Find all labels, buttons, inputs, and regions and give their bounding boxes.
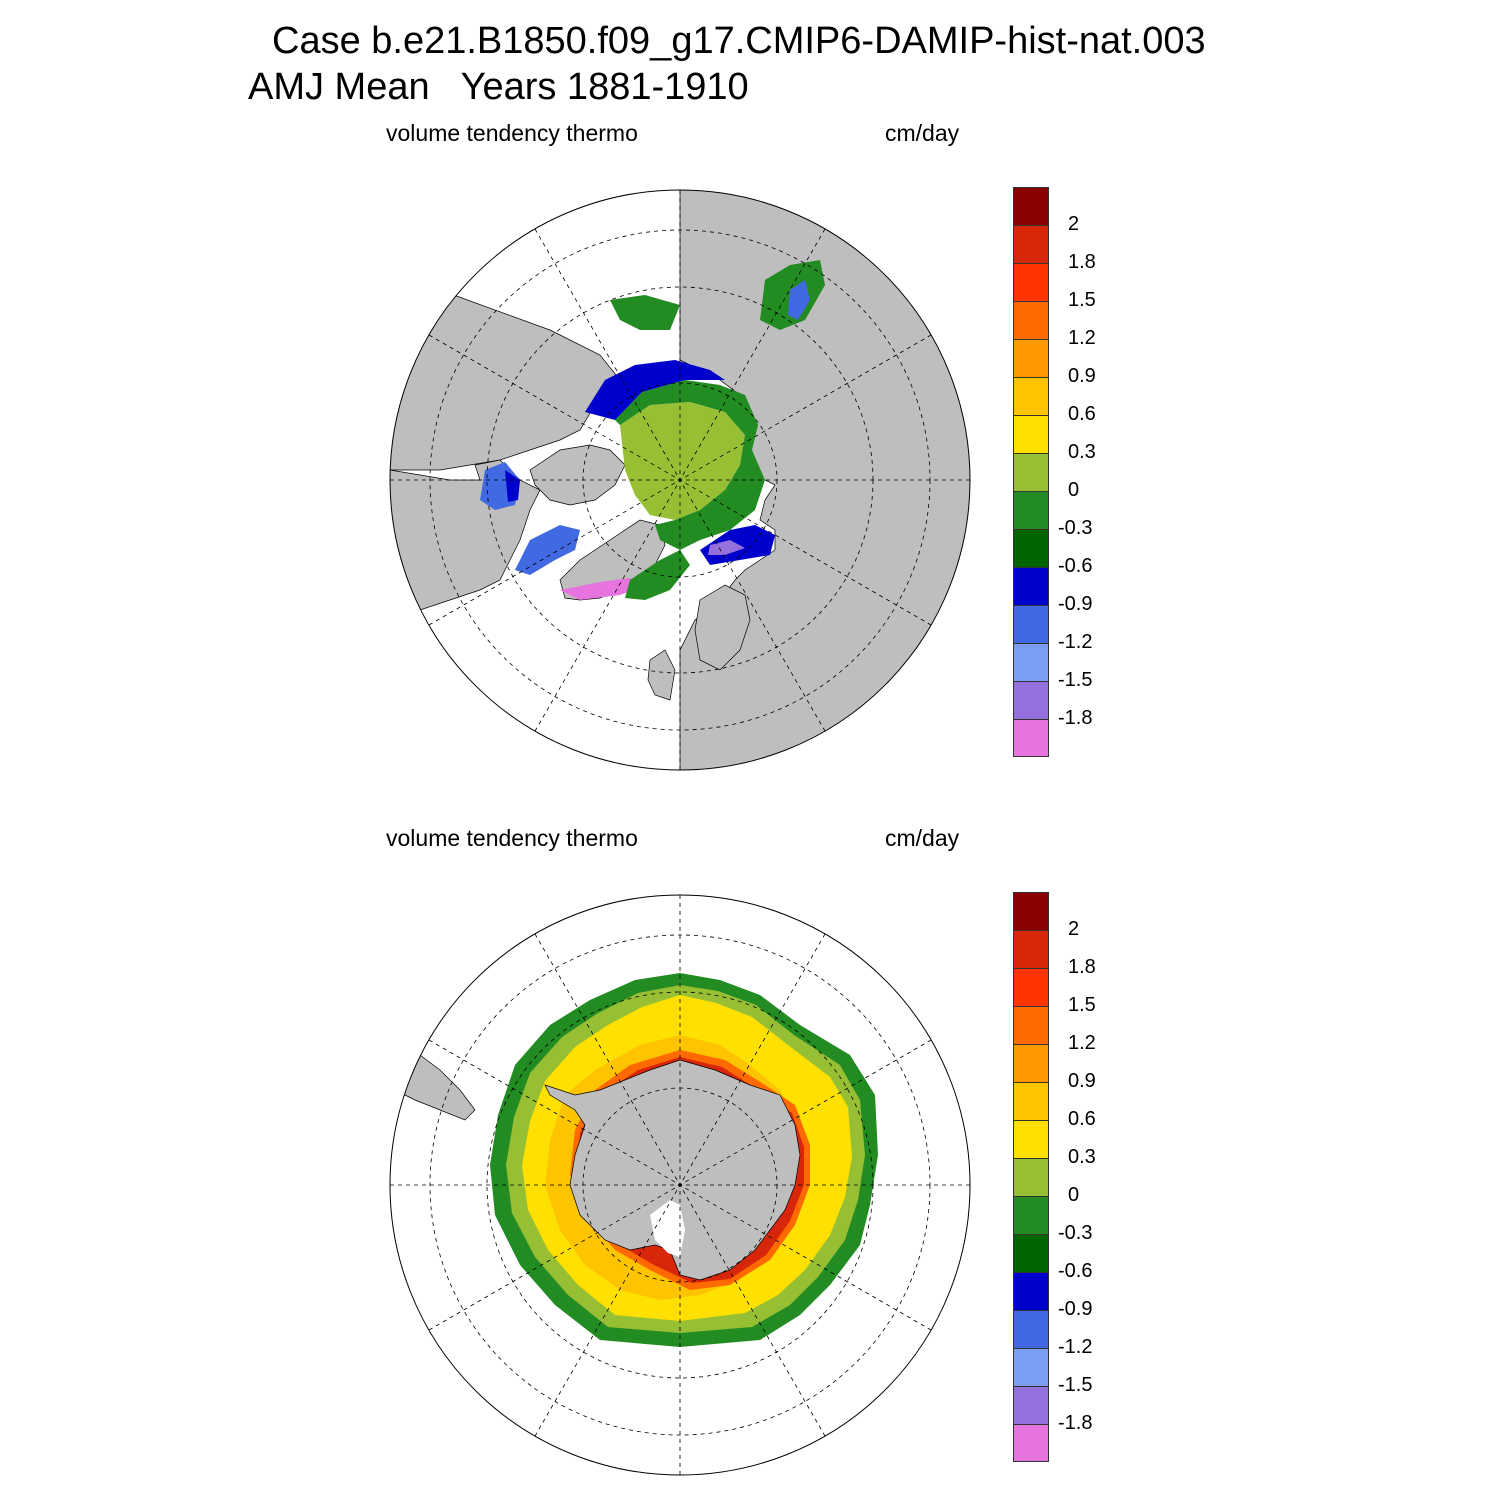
colorbar-tick-label: 0.9 xyxy=(1068,365,1096,387)
colorbar-tick-label: 0.9 xyxy=(1068,1070,1096,1092)
south-panel-variable-label: volume tendency thermo xyxy=(386,825,638,851)
colorbar-tick-label: -1.2 xyxy=(1058,631,1093,653)
colorbar-swatch xyxy=(1013,491,1049,529)
colorbar-swatch xyxy=(1013,225,1049,263)
colorbar-swatch xyxy=(1013,892,1049,930)
colorbar-swatch xyxy=(1013,1158,1049,1196)
figure-title-period: AMJ Mean Years 1881-1910 xyxy=(248,66,749,108)
colorbar-tick-label: -0.6 xyxy=(1058,1260,1093,1282)
colorbar-swatch xyxy=(1013,1196,1049,1234)
colorbar-swatch xyxy=(1013,719,1049,757)
figure-title-case: Case b.e21.B1850.f09_g17.CMIP6-DAMIP-his… xyxy=(272,20,1206,62)
colorbar-swatch xyxy=(1013,1272,1049,1310)
labrador-extreme-negative xyxy=(560,578,645,600)
colorbar-swatch xyxy=(1013,529,1049,567)
bering-sea-negative xyxy=(610,295,680,330)
colorbar-swatch xyxy=(1013,1348,1049,1386)
colorbar-tick-label: 1.5 xyxy=(1068,289,1096,311)
colorbar-tick-label: -1.5 xyxy=(1058,669,1093,691)
colorbar-tick-label: -1.8 xyxy=(1058,1412,1093,1434)
south-polar-map xyxy=(389,894,971,1476)
north-colorbar xyxy=(1013,187,1049,757)
colorbar-tick-label: 1.8 xyxy=(1068,956,1096,978)
south-colorbar xyxy=(1013,892,1049,1462)
north-panel-variable-label: volume tendency thermo xyxy=(386,120,638,146)
colorbar-swatch xyxy=(1013,1386,1049,1424)
south-america-land xyxy=(394,1054,476,1121)
british-isles xyxy=(647,649,676,701)
colorbar-tick-label: 0 xyxy=(1068,479,1080,501)
colorbar-tick-label: 1.2 xyxy=(1068,327,1096,349)
siberian-shelf-strong-negative xyxy=(585,360,725,420)
colorbar-swatch xyxy=(1013,1310,1049,1348)
colorbar-tick-label: -0.3 xyxy=(1058,517,1093,539)
colorbar-tick-label: -1.5 xyxy=(1058,1374,1093,1396)
colorbar-swatch xyxy=(1013,453,1049,491)
colorbar-swatch xyxy=(1013,968,1049,1006)
hudson-bay-core xyxy=(505,470,520,502)
central-arctic-near-zero xyxy=(620,402,745,520)
colorbar-tick-label: 2 xyxy=(1068,918,1080,940)
south-panel-units-label: cm/day xyxy=(885,825,960,851)
colorbar-tick-label: 1.8 xyxy=(1068,251,1096,273)
north-polar-map xyxy=(389,189,971,771)
colorbar-swatch xyxy=(1013,263,1049,301)
colorbar-tick-label: 0.3 xyxy=(1068,441,1096,463)
colorbar-swatch xyxy=(1013,1082,1049,1120)
okhotsk-sea-core xyxy=(788,280,810,320)
colorbar-swatch xyxy=(1013,605,1049,643)
colorbar-tick-label: 0.6 xyxy=(1068,1108,1096,1130)
colorbar-tick-label: 0.3 xyxy=(1068,1146,1096,1168)
north-panel-units-label: cm/day xyxy=(885,120,960,146)
colorbar-tick-label: -0.9 xyxy=(1058,1298,1093,1320)
colorbar-tick-label: -0.3 xyxy=(1058,1222,1093,1244)
asia-land xyxy=(390,289,621,471)
colorbar-swatch xyxy=(1013,643,1049,681)
ross-sea-notch xyxy=(650,1200,685,1257)
colorbar-swatch xyxy=(1013,681,1049,719)
canadian-archipelago xyxy=(529,444,626,506)
colorbar-swatch xyxy=(1013,1120,1049,1158)
colorbar-swatch xyxy=(1013,930,1049,968)
colorbar-tick-label: 1.2 xyxy=(1068,1032,1096,1054)
colorbar-swatch xyxy=(1013,415,1049,453)
colorbar-swatch xyxy=(1013,1044,1049,1082)
greenland-sea-negative xyxy=(625,550,690,600)
colorbar-tick-label: -1.2 xyxy=(1058,1336,1093,1358)
colorbar-tick-label: -0.9 xyxy=(1058,593,1093,615)
colorbar-swatch xyxy=(1013,377,1049,415)
colorbar-tick-label: -0.6 xyxy=(1058,555,1093,577)
colorbar-swatch xyxy=(1013,1424,1049,1462)
colorbar-tick-label: 2 xyxy=(1068,213,1080,235)
colorbar-tick-label: -1.8 xyxy=(1058,707,1093,729)
colorbar-swatch xyxy=(1013,301,1049,339)
colorbar-tick-label: 1.5 xyxy=(1068,994,1096,1016)
colorbar-swatch xyxy=(1013,567,1049,605)
colorbar-tick-label: 0.6 xyxy=(1068,403,1096,425)
colorbar-swatch xyxy=(1013,187,1049,225)
baffin-bay-negative xyxy=(515,525,580,575)
scandinavia-land xyxy=(694,584,751,671)
colorbar-swatch xyxy=(1013,339,1049,377)
colorbar-swatch xyxy=(1013,1006,1049,1044)
colorbar-tick-label: 0 xyxy=(1068,1184,1080,1206)
colorbar-swatch xyxy=(1013,1234,1049,1272)
